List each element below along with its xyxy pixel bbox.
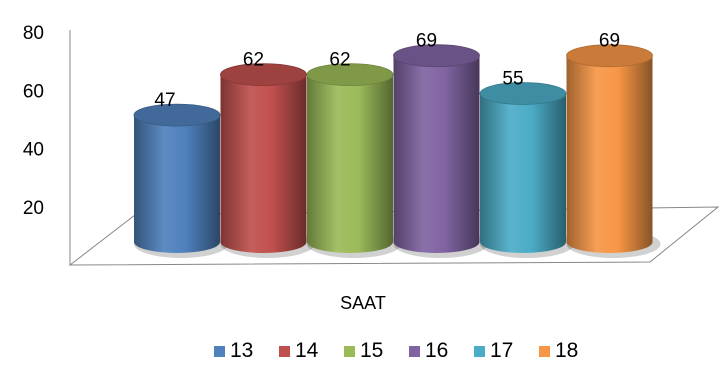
data-labels: 47 62 62 69 55 69 [154, 31, 620, 111]
y-tick-label: 40 [23, 140, 44, 161]
bar-14 [220, 63, 315, 258]
y-tick-label: 80 [23, 23, 44, 44]
data-label: 47 [154, 90, 175, 111]
legend-swatch [214, 346, 225, 357]
bar-body [307, 74, 393, 253]
data-label: 62 [243, 50, 264, 71]
bar-body [220, 74, 307, 253]
bar-top [479, 82, 567, 105]
x-axis-label: SAAT [340, 293, 386, 313]
bar-17 [479, 82, 574, 258]
y-tick-label: 60 [23, 81, 44, 102]
bar-top [566, 44, 653, 68]
legend: 13 14 15 16 17 18 [214, 339, 578, 362]
bar-15 [306, 63, 401, 258]
bar-16 [393, 44, 488, 258]
data-label: 55 [502, 69, 523, 90]
bar-body [393, 55, 480, 254]
bar-top [220, 63, 307, 86]
legend-label: 14 [295, 339, 319, 362]
legend-label: 13 [230, 339, 253, 362]
legend-label: 15 [360, 339, 383, 362]
legend-label: 18 [555, 339, 578, 362]
bar-top [133, 103, 221, 127]
bar-body [134, 115, 220, 253]
legend-item-17: 17 [474, 339, 513, 362]
legend-item-18: 18 [539, 339, 578, 362]
bar-body [480, 93, 566, 253]
data-label: 69 [599, 31, 620, 52]
legend-swatch [474, 346, 485, 357]
legend-item-15: 15 [344, 339, 383, 362]
legend-swatch [409, 346, 420, 357]
y-axis-ticks: 20 40 60 80 [23, 23, 44, 219]
legend-label: 16 [425, 339, 448, 362]
legend-label: 17 [490, 339, 513, 362]
chart-axes [68, 30, 720, 266]
bar-series-group [133, 44, 661, 258]
data-label: 62 [329, 50, 350, 71]
bar-top [393, 44, 480, 68]
legend-swatch [344, 346, 355, 357]
bar-top [306, 63, 394, 86]
bar-body [566, 55, 653, 254]
legend-item-16: 16 [409, 339, 448, 362]
data-label: 69 [416, 31, 437, 52]
legend-swatch [539, 346, 550, 357]
y-tick-label: 20 [23, 198, 44, 219]
legend-item-13: 13 [214, 339, 253, 362]
legend-item-14: 14 [279, 339, 319, 362]
bar-13 [133, 103, 228, 258]
bar-18 [566, 44, 661, 258]
floor-plane [68, 206, 720, 266]
legend-swatch [279, 346, 290, 357]
